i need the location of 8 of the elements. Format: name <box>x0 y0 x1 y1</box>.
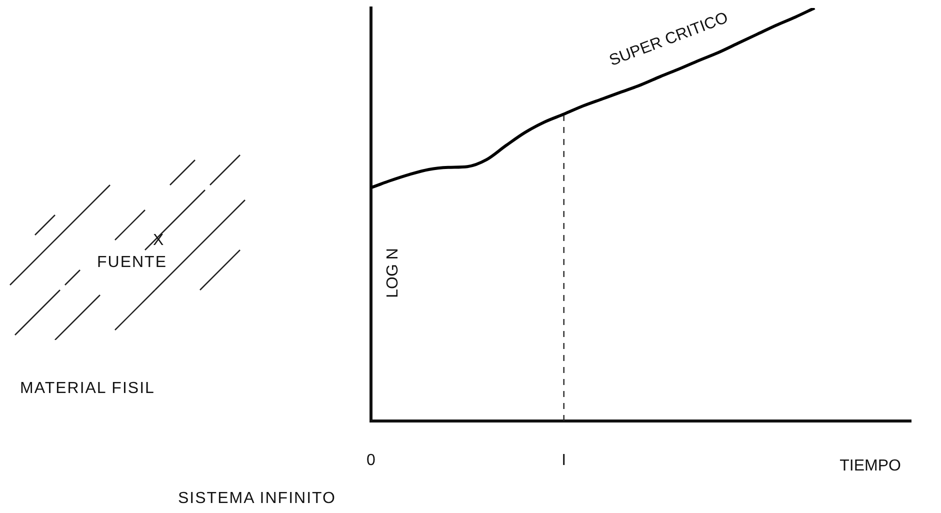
text: FUENTE <box>97 254 167 272</box>
text: SISTEMA INFINITO <box>178 490 336 508</box>
x-axis-title: TIEMPO <box>840 457 901 474</box>
x-tick-label: 0 <box>366 452 376 470</box>
y-axis-title: LOG N <box>384 248 402 298</box>
x-tick-label: I <box>562 452 566 470</box>
text: MATERIAL FISIL <box>20 380 155 398</box>
text: X <box>153 232 165 250</box>
